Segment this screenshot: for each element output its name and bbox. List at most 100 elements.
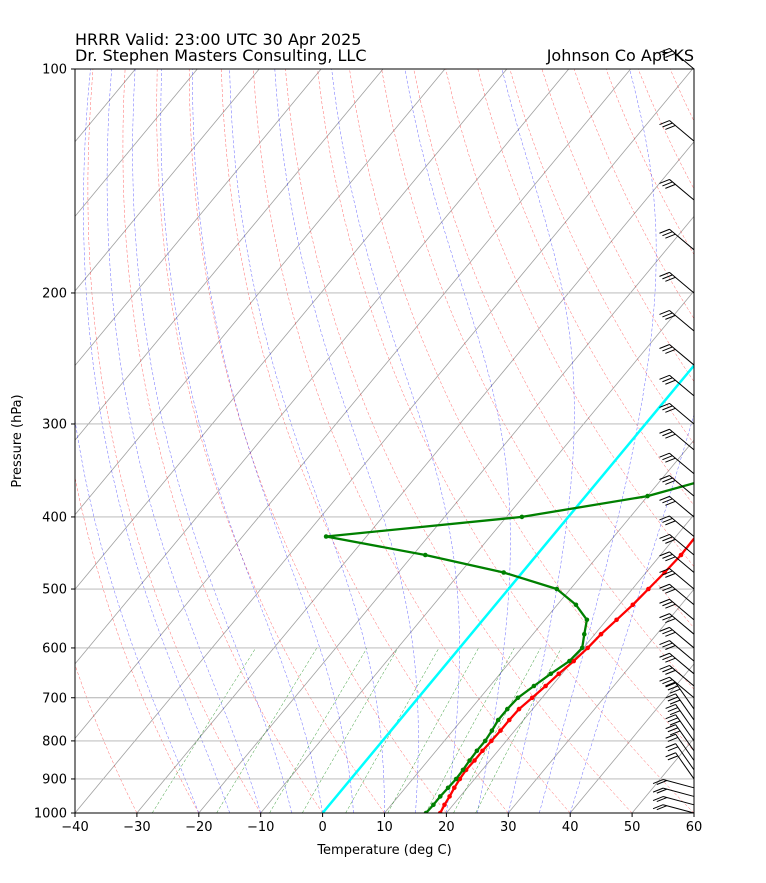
wind-barb [659, 178, 695, 201]
isotherm-line [446, 514, 694, 813]
x-tick-label: −20 [185, 820, 212, 835]
dewpoint-point [431, 802, 436, 808]
wind-barb [665, 682, 695, 710]
dry-adiabat-line [156, 69, 385, 813]
dewpoint-point [474, 748, 480, 754]
dewpoint-point [482, 738, 488, 744]
wind-barb [659, 428, 695, 451]
y-tick-label: 1000 [34, 807, 67, 822]
x-tick-label: −30 [123, 820, 150, 835]
wind-barb [659, 495, 695, 518]
wind-barb [665, 733, 695, 761]
temperature-point [728, 494, 733, 499]
temperature-point [543, 683, 548, 689]
dewpoint-point [445, 785, 451, 791]
temperature-point [646, 586, 651, 592]
temperature-point [614, 617, 619, 623]
dry-adiabat-line [637, 69, 694, 190]
dewpoint-point [519, 514, 525, 520]
isotherm-line [75, 69, 198, 217]
y-tick-label: 600 [42, 641, 67, 656]
dewpoint-point [460, 767, 466, 773]
temperature-point [529, 695, 535, 701]
wind-barb [659, 664, 695, 687]
dry-adiabat-line [122, 69, 323, 813]
dry-adiabat-line [702, 69, 766, 813]
wind-barb [659, 676, 695, 699]
x-tick-label: −40 [61, 820, 88, 835]
y-tick-label: 100 [42, 63, 67, 78]
wind-barb [659, 583, 695, 606]
temperature-point [747, 472, 752, 477]
mixing-ratio-line [269, 647, 368, 813]
moist-adiabat-line [83, 69, 231, 813]
dewpoint-point [745, 448, 750, 453]
x-tick-label: 40 [562, 820, 579, 835]
temperature-point [437, 810, 443, 813]
wind-barb [659, 120, 695, 142]
temperature-point [630, 602, 636, 608]
dry-adiabat-line [734, 69, 766, 813]
dewpoint-point [579, 645, 585, 651]
wind-barb [659, 374, 695, 397]
moist-adiabat-line [539, 69, 657, 813]
mixing-ratio-line [387, 647, 479, 813]
dewpoint-point [531, 683, 537, 689]
moist-adiabat-line [106, 69, 261, 813]
dewpoint-point [726, 472, 731, 477]
x-tick-label: 0 [318, 820, 326, 835]
dewpoint-point [453, 776, 459, 782]
y-tick-label: 200 [42, 286, 67, 301]
y-tick-label: 300 [42, 417, 67, 432]
wind-barb [659, 309, 695, 332]
dewpoint-point [489, 728, 495, 733]
moist-adiabat-line [274, 69, 419, 813]
isotherm-line [260, 290, 694, 813]
isotherm-line [75, 69, 322, 367]
mixing-ratio-line [302, 647, 399, 813]
wind-barb [665, 743, 695, 771]
dry-adiabat-line [75, 476, 200, 813]
temperature-point [480, 748, 485, 754]
temperature-point [571, 658, 576, 664]
wind-barb [659, 452, 695, 475]
dry-adiabat-line [349, 69, 694, 752]
dry-adiabat-line [669, 69, 694, 122]
dewpoint-point [554, 586, 560, 592]
isotherm-line [136, 141, 694, 813]
y-tick-label: 900 [42, 772, 67, 787]
dry-adiabat-line [509, 69, 694, 445]
y-tick-label: 800 [42, 734, 67, 749]
moist-adiabat-line [331, 69, 460, 813]
dry-adiabat-line [317, 69, 694, 813]
wind-barb [665, 693, 695, 721]
dewpoint-point [323, 534, 329, 539]
temperature-point [447, 794, 452, 799]
x-tick-label: 60 [686, 820, 703, 835]
dewpoint-point [515, 695, 521, 701]
moist-adiabat-line [160, 69, 323, 813]
isotherm-line [75, 69, 446, 516]
moist-adiabat-line [229, 69, 385, 813]
wind-barb [659, 515, 695, 537]
temperature-point [585, 645, 590, 651]
dewpoint-point [438, 794, 443, 799]
temperature-point [556, 671, 562, 677]
dry-adiabat-line [381, 69, 694, 690]
wind-barb [659, 475, 695, 497]
zero-degree-isotherm [321, 363, 694, 813]
wind-barb [659, 47, 695, 70]
temperature-point [498, 728, 503, 733]
wind-barb [665, 724, 695, 752]
isotherm-line [75, 69, 508, 590]
dry-adiabat-line [285, 69, 633, 813]
isotherm-line [75, 69, 384, 441]
x-axis-ticks: −40 −30 −20 −10 0 10 20 30 40 50 60 [61, 813, 702, 835]
temperature-point [452, 785, 457, 791]
wind-barb [659, 533, 695, 556]
dry-adiabat-line [253, 69, 571, 813]
dewpoint-point [501, 570, 507, 575]
dry-adiabat-line [413, 69, 694, 629]
dry-adiabat-line [477, 69, 694, 506]
